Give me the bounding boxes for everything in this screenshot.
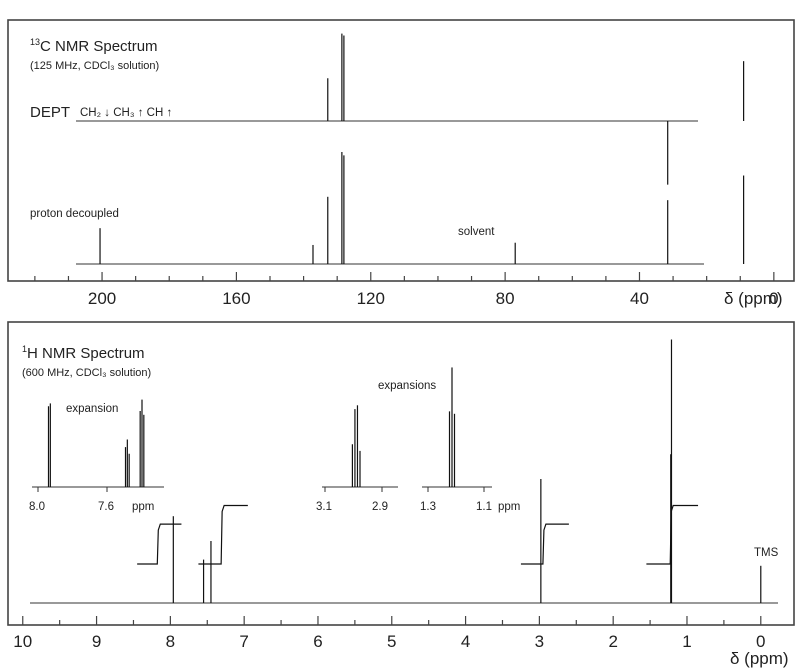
- tms-label: TMS: [754, 547, 779, 559]
- h1-x-axis-label: δ (ppm): [730, 649, 789, 668]
- h1-tick-label: 9: [92, 632, 101, 651]
- h1-axis-tick-labels: 10 9 8 7 6 5 4 3 2 1 0: [13, 632, 765, 651]
- proton-decoupled-label: proton decoupled: [30, 208, 119, 220]
- integral-curve: [198, 504, 248, 565]
- c13-title-main: C NMR Spectrum: [40, 38, 158, 55]
- inset-quartet-peaks: [351, 405, 361, 487]
- c13-subtitle: (125 MHz, CDCl₃ solution): [30, 60, 159, 72]
- h1-tick-label: 6: [313, 632, 322, 651]
- c13-panel: 13C NMR Spectrum (125 MHz, CDCl₃ solutio…: [7, 19, 795, 308]
- c13-tick-label: 200: [88, 289, 116, 308]
- h1-title-main: H NMR Spectrum: [27, 345, 145, 362]
- c13-x-axis-label: δ (ppm): [724, 289, 783, 308]
- inset-aromatic-tick-label: 8.0: [29, 501, 45, 513]
- c13-tick-label: 120: [357, 289, 385, 308]
- h1-tick-label: 4: [461, 632, 470, 651]
- inset-aromatic-label: expansion: [66, 403, 118, 415]
- inset-quartet-tick-label: 2.9: [372, 501, 388, 513]
- integral-curve: [646, 504, 699, 565]
- integral-curve: [520, 523, 569, 565]
- solvent-label: solvent: [458, 226, 495, 238]
- dept-label: DEPT: [30, 104, 70, 121]
- inset-triplet: 1.3 1.1 ppm: [420, 367, 520, 513]
- c13-axis-ticks: [34, 272, 775, 281]
- h1-title: 1H NMR Spectrum: [22, 344, 145, 362]
- h1-axis-ticks: [22, 616, 762, 625]
- h1-panel: 1H NMR Spectrum (600 MHz, CDCl₃ solution…: [7, 321, 795, 668]
- h1-tick-label: 2: [608, 632, 617, 651]
- c13-title: 13C NMR Spectrum: [30, 37, 158, 55]
- h1-peaks: [172, 339, 762, 603]
- inset-triplet-tick-label: 1.3: [420, 501, 436, 513]
- h1-tick-label: 0: [756, 632, 765, 651]
- h1-integral-curves: [137, 504, 699, 565]
- inset-quartet: expansions 3.1 2.9: [316, 380, 436, 513]
- c13-tick-label: 0: [769, 289, 778, 308]
- c13-decoupled-peaks: [99, 152, 745, 264]
- c13-tick-label: 40: [630, 289, 649, 308]
- c13-title-sup: 13: [30, 37, 40, 47]
- c13-tick-label: 80: [496, 289, 515, 308]
- inset-aromatic-unit: ppm: [132, 501, 154, 513]
- inset-triplet-peaks: [448, 367, 456, 487]
- h1-title-sup: 1: [22, 344, 27, 354]
- c13-tick-label: 160: [222, 289, 250, 308]
- inset-expansions-label: expansions: [378, 380, 436, 392]
- h1-tick-label: 10: [13, 632, 32, 651]
- h1-tick-label: 5: [387, 632, 396, 651]
- h1-tick-label: 1: [682, 632, 691, 651]
- inset-triplet-tick-label: 1.1: [476, 501, 492, 513]
- h1-subtitle: (600 MHz, CDCl₃ solution): [22, 367, 151, 379]
- inset-aromatic: expansion 8.0 7.6 ppm: [29, 399, 164, 513]
- h1-tick-label: 3: [535, 632, 544, 651]
- inset-quartet-tick-label: 3.1: [316, 501, 332, 513]
- h1-tick-label: 7: [239, 632, 248, 651]
- c13-panel-frame: [7, 19, 795, 282]
- inset-aromatic-peaks: [47, 399, 145, 487]
- inset-triplet-unit: ppm: [498, 501, 520, 513]
- dept-legend: CH₂ ↓ CH₃ ↑ CH ↑: [80, 107, 172, 119]
- h1-tick-label: 8: [166, 632, 175, 651]
- inset-aromatic-tick-label: 7.6: [98, 501, 114, 513]
- h1-panel-frame: [7, 321, 795, 626]
- integral-curve: [137, 523, 182, 565]
- c13-axis-tick-labels: 200 160 120 80 40 0: [88, 289, 779, 308]
- c13-dept-peaks: [327, 33, 745, 185]
